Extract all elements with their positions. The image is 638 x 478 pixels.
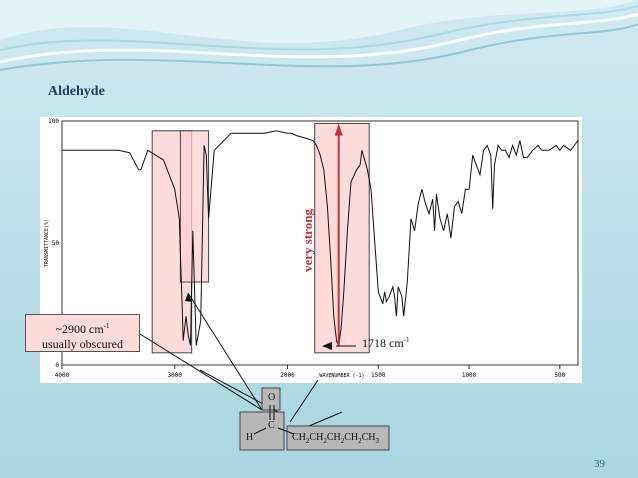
header-waves (0, 0, 638, 71)
y-tick-label: 50 (52, 240, 60, 247)
highlight-regions (151, 122, 370, 354)
x-tick-label: 2000 (280, 372, 295, 379)
x-axis-label: WAVENUMBER (-1) (319, 373, 364, 379)
x-tick-label: 1000 (462, 372, 477, 379)
atom-oxygen: O (268, 392, 276, 403)
x-tick-label: 1500 (371, 372, 386, 379)
atom-hydrogen: H (246, 432, 254, 443)
page-number: 39 (594, 458, 605, 470)
slide-title: Aldehyde (48, 84, 105, 99)
x-tick-label: 3000 (168, 372, 183, 379)
y-tick-label: 100 (48, 118, 59, 125)
very-strong-arrowhead (334, 123, 343, 136)
y-tick-label: 0 (55, 362, 59, 369)
callout-2900: ~2900 cm-1 usually obscured (25, 314, 140, 352)
alkyl-chain: CH2CH2CH2CH2CH3 (292, 432, 380, 445)
very-strong-label: very strong (300, 209, 315, 272)
plot-border (61, 120, 579, 366)
y-axis-label: TRANSMITTANCE(%) (44, 219, 50, 267)
x-tick-label: 500 (554, 372, 565, 379)
label-1718: 1718 cm-1 (362, 336, 410, 350)
plot-frame (61, 120, 579, 366)
x-tick-label: 4000 (55, 372, 70, 379)
atom-carbon: C (268, 420, 275, 431)
ir-spectrum-plot: 4000 3000 2000 1500 1000 500 0 50 100 WAVENUMBER … (44, 118, 579, 379)
